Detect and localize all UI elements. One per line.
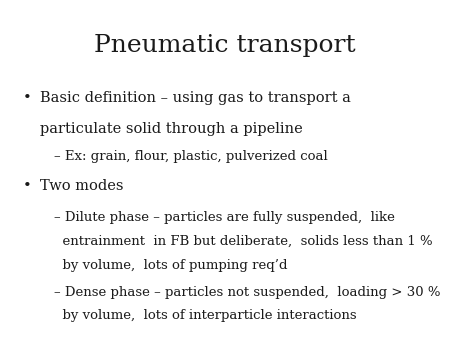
Text: entrainment  in FB but deliberate,  solids less than 1 %: entrainment in FB but deliberate, solids… (54, 235, 432, 248)
Text: – Ex: grain, flour, plastic, pulverized coal: – Ex: grain, flour, plastic, pulverized … (54, 150, 328, 163)
Text: particulate solid through a pipeline: particulate solid through a pipeline (40, 122, 303, 136)
Text: •: • (22, 91, 32, 105)
Text: – Dense phase – particles not suspended,  loading > 30 %: – Dense phase – particles not suspended,… (54, 286, 441, 298)
Text: Pneumatic transport: Pneumatic transport (94, 34, 356, 57)
Text: Two modes: Two modes (40, 179, 124, 193)
Text: by volume,  lots of pumping req’d: by volume, lots of pumping req’d (54, 259, 288, 271)
Text: by volume,  lots of interparticle interactions: by volume, lots of interparticle interac… (54, 309, 356, 322)
Text: •: • (22, 179, 32, 193)
Text: Basic definition – using gas to transport a: Basic definition – using gas to transpor… (40, 91, 351, 105)
Text: – Dilute phase – particles are fully suspended,  like: – Dilute phase – particles are fully sus… (54, 211, 395, 224)
